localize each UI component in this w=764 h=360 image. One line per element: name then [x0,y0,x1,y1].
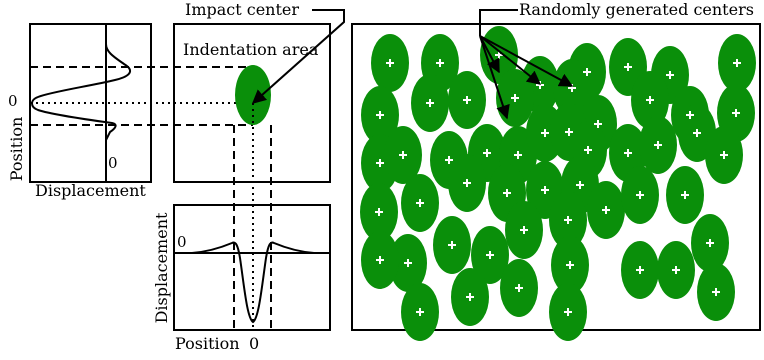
center-plus-44 [566,261,574,269]
center-plus-24 [565,128,573,136]
random-arrow-4 [479,35,510,120]
center-plus-10 [426,99,434,107]
bottom-zero-y-label: 0 [177,233,187,251]
center-plus-41 [486,251,494,259]
center-plus-49 [376,256,384,264]
random-centers-callout: Randomly generated centers [479,0,754,120]
indentation-area-label: Indentation area [183,40,319,59]
center-plus-12 [511,94,519,102]
center-plus-21 [483,149,491,157]
center-plus-29 [375,208,383,216]
center-plus-5 [583,68,591,76]
center-plus-39 [404,259,412,267]
left-zero-x-label: 0 [108,154,118,172]
impact-center-label: Impact center [185,0,299,19]
random-arrow-1 [479,35,500,74]
center-plus-51 [466,293,474,301]
random-arrow-3 [479,35,574,87]
left-profile-panel: 0 0 Position Displacement [7,23,253,200]
indentation-ellipses [360,26,756,341]
left-profile-curve [31,24,132,182]
bottom-x-axis-label: Position [175,334,240,353]
center-plus-47 [706,239,714,247]
center-plus-30 [416,199,424,207]
center-plus-1 [386,59,394,67]
center-plus-34 [576,181,584,189]
center-plus-38 [720,151,728,159]
center-plus-6 [624,63,632,71]
center-plus-42 [520,226,528,234]
bottom-panel-frame [173,204,331,331]
center-plus-19 [399,151,407,159]
bottom-profile-panel: 0 Displacement Position 0 [152,204,331,353]
center-plus-17 [732,109,740,117]
left-y-axis-label: Position [7,117,26,182]
left-zero-y-label: 0 [8,92,18,110]
center-plus-16 [686,111,694,119]
center-plus-53 [564,308,572,316]
center-plus-40 [448,241,456,249]
random-field-panel: Randomly generated centers [351,0,761,341]
center-plus-45 [636,266,644,274]
left-x-axis-label: Displacement [35,181,146,200]
random-centers-leader [479,9,518,36]
random-arrow-2 [479,35,542,85]
center-plus-32 [503,189,511,197]
center-plus-52 [515,284,523,292]
bottom-profile-curve [191,241,315,324]
center-plus-25 [584,146,592,154]
bottom-zero-x-label: 0 [249,334,259,353]
random-centers-label: Randomly generated centers [519,0,754,19]
center-plus-23 [541,129,549,137]
center-plus-36 [636,191,644,199]
center-plus-22 [514,151,522,159]
center-plus-14 [594,120,602,128]
center-plus-50 [416,308,424,316]
center-plus-28 [693,129,701,137]
center-plus-15 [646,96,654,104]
indentation-panel: Indentation area [173,23,331,330]
center-plus-43 [564,216,572,224]
impact-center-callout: Impact center [185,0,345,104]
center-plus-2 [436,59,444,67]
center-plus-11 [463,96,471,104]
center-plus-37 [681,191,689,199]
center-plus-7 [666,71,674,79]
center-plus-33 [541,186,549,194]
center-plus-35 [602,206,610,214]
center-plus-48 [712,288,720,296]
center-plus-9 [376,111,384,119]
center-plus-26 [624,149,632,157]
center-plus-20 [445,156,453,164]
center-plus-18 [376,159,384,167]
center-plus-8 [733,59,741,67]
bottom-y-axis-label: Displacement [152,212,171,323]
center-plus-46 [672,266,680,274]
center-plus-31 [463,179,471,187]
impact-center-leader [251,9,345,104]
center-plus-27 [654,141,662,149]
